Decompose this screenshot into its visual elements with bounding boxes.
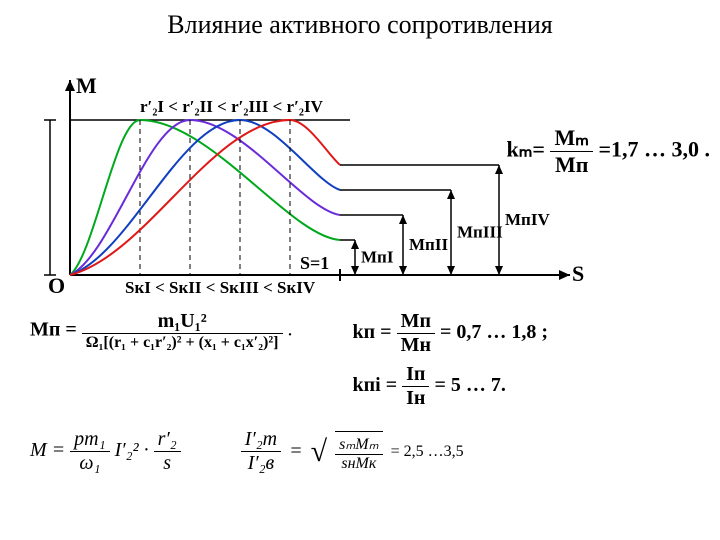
svg-text:MпIII: MпIII bbox=[457, 223, 503, 242]
formula-kpi: kпi = IпIн = 5 … 7. bbox=[353, 363, 549, 410]
formula-kp: kп = MпMн = 0,7 … 1,8 ; bbox=[353, 310, 549, 357]
svg-text:r′₂I < r′₂II < r′₂III < r′₂IV: r′₂I < r′₂II < r′₂III < r′₂IV bbox=[140, 97, 324, 116]
svg-text:M: M bbox=[76, 75, 97, 98]
svg-text:O: O bbox=[48, 273, 65, 295]
svg-text:MпII: MпII bbox=[409, 235, 448, 254]
page-title: Влияние активного сопротивления bbox=[0, 10, 720, 40]
svg-text:S=1: S=1 bbox=[300, 253, 329, 273]
formula-Mp: Mп = m₁U₁² Ω₁[(r₁ + c₁r′₂)² + (x₁ + c₁x′… bbox=[30, 310, 293, 352]
formula-Iratio: I′₂mI′₂в = √ sₘMₘsнMк = 2,5 …3,5 bbox=[241, 428, 464, 475]
svg-text:MпI: MпI bbox=[361, 248, 394, 267]
formula-M: M = pm₁ω₁ I′₂² · r′₂s bbox=[30, 428, 181, 475]
svg-text:MпIV: MпIV bbox=[505, 210, 550, 229]
svg-text:S: S bbox=[572, 261, 584, 286]
torque-slip-chart: MSOMₘS=1MпIMпIIMпIIIMпIVr′₂I < r′₂II < r… bbox=[30, 75, 590, 295]
svg-text:SкI < SкII < SкIII < SкIV: SкI < SкII < SкIII < SкIV bbox=[125, 278, 316, 295]
